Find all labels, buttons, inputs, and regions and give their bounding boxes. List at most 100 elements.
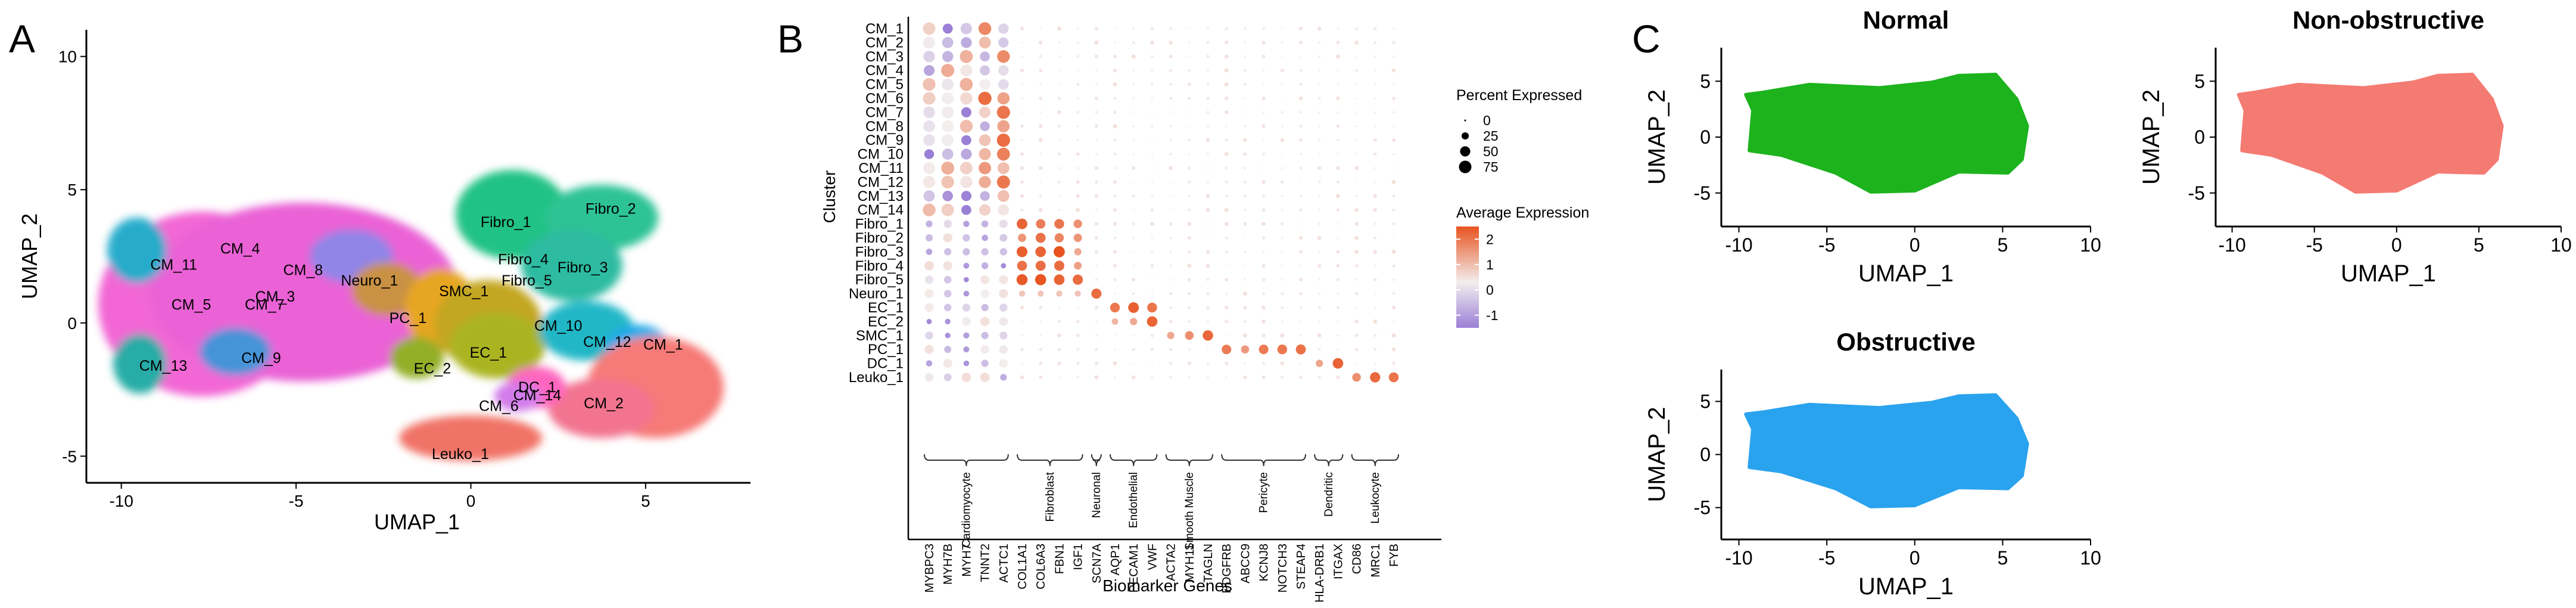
dot-cm-14-notch3 [1281, 209, 1284, 211]
dot-cm-12-myh7b [941, 175, 954, 189]
dot-cm-8-col1a1 [1020, 124, 1024, 128]
dot-cm-4-notch3 [1280, 69, 1284, 73]
facet-xtick-label: 0 [1910, 547, 1920, 569]
dot-leuko-1-aqp1 [1114, 376, 1116, 379]
dot-fibro-5-fyb [1392, 278, 1396, 281]
dot-fibro-2-kcnj8 [1261, 236, 1266, 240]
dot-cm-4-abcc9 [1243, 69, 1247, 72]
dot-neuro-1-aqp1 [1114, 293, 1116, 295]
dot-cm-9-myh11 [1188, 138, 1191, 142]
dot-fibro-1-pdgfrb [1224, 222, 1229, 227]
dot-cm-7-pdgfrb [1225, 110, 1229, 114]
facet-ytick-label: 5 [1700, 70, 1711, 92]
gene-label-cd86: CD86 [1351, 544, 1364, 574]
cluster-label-cm-2: CM_2 [865, 35, 904, 51]
dot-cm-1-aqp1 [1114, 27, 1116, 30]
dot-leuko-1-fyb [1388, 372, 1399, 383]
dot-cm-7-cd86 [1356, 111, 1357, 113]
dot-cm-6-vwf [1151, 97, 1154, 100]
dot-fibro-2-mybpc3 [925, 234, 933, 242]
size-legend-dot [1464, 119, 1466, 122]
dot-cm-1-mybpc3 [923, 22, 936, 35]
cluster-label-cm-5: CM_5 [865, 77, 904, 93]
facet-xtick-label: 5 [1997, 234, 2008, 256]
dot-leuko-1-fbn1 [1058, 376, 1060, 379]
group-bracket-leukocyte [1351, 454, 1399, 467]
gene-label-tnnt2: TNNT2 [979, 544, 992, 582]
dot-cm-13-igf1 [1076, 194, 1080, 198]
dot-cm-3-steap4 [1300, 55, 1302, 58]
dot-ec-1-scn7a [1094, 306, 1098, 309]
facet-ytick-label: 5 [2194, 70, 2205, 92]
dot-cm-3-myh7 [960, 49, 973, 63]
dot-cm-4-fyb [1391, 68, 1396, 73]
dot-cm-11-pecam1 [1132, 166, 1136, 170]
dot-cm-11-col1a1 [1020, 166, 1024, 170]
dot-pc-1-acta2 [1169, 348, 1173, 351]
dot-fibro-3-steap4 [1298, 250, 1303, 254]
dot-cm-8-itgax [1336, 124, 1340, 128]
dot-neuro-1-abcc9 [1243, 291, 1247, 296]
dot-smc-1-fyb [1391, 333, 1396, 338]
dot-fibro-3-fyb [1391, 250, 1396, 254]
dot-neuro-1-tagln [1206, 291, 1210, 296]
dot-cm-13-pecam1 [1132, 194, 1135, 198]
dot-fibro-4-hla-drb1 [1317, 263, 1322, 268]
dot-dc-1-itgax [1332, 358, 1344, 369]
dot-cm-4-myh7b [941, 64, 955, 77]
dot-cm-10-pdgfrb [1224, 152, 1229, 156]
dot-fibro-3-vwf [1151, 250, 1154, 253]
dot-leuko-1-abcc9 [1243, 375, 1247, 380]
dot-ec-1-mrc1 [1374, 306, 1376, 309]
facet-xtick-label: -10 [2218, 234, 2245, 256]
dot-dc-1-fbn1 [1057, 361, 1061, 365]
dot-ec-2-pdgfrb [1225, 319, 1229, 324]
dot-cm-12-tagln [1206, 181, 1210, 184]
dot-cm-9-itgax [1337, 138, 1340, 142]
dot-cm-7-itgax [1337, 111, 1339, 113]
facet-xtick-label: -10 [1725, 547, 1752, 569]
umap-label-cm-2: CM_2 [584, 395, 624, 412]
cluster-label-smc-1: SMC_1 [856, 328, 904, 344]
panel-a-tick-labels: -10 -5 0 5 -5 0 5 10 [58, 48, 650, 510]
dot-cm-4-actc1 [998, 65, 1009, 76]
dot-cm-14-igf1 [1076, 207, 1080, 212]
dot-fibro-3-scn7a [1094, 250, 1098, 254]
cluster-label-cm-10: CM_10 [858, 147, 904, 163]
dot-fibro-3-hla-drb1 [1319, 251, 1320, 253]
dot-cm-5-igf1 [1076, 82, 1080, 86]
dot-cm-11-mybpc3 [923, 162, 936, 175]
dot-dc-1-myh7 [963, 360, 970, 367]
gene-label-abcc9: ABCC9 [1239, 544, 1252, 584]
dot-leuko-1-itgax [1336, 376, 1340, 379]
dot-leuko-1-notch3 [1281, 376, 1284, 379]
dot-cm-9-fyb [1391, 138, 1396, 142]
dot-leuko-1-tagln [1207, 376, 1209, 379]
dot-fibro-3-acta2 [1170, 250, 1172, 253]
dot-cm-6-mrc1 [1374, 97, 1376, 100]
umap-label-dc-1: DC_1 [518, 379, 556, 396]
dot-neuro-1-steap4 [1299, 291, 1303, 296]
dot-cm-3-tnnt2 [980, 51, 990, 62]
dot-dc-1-fyb [1392, 361, 1396, 365]
dot-cm-10-igf1 [1076, 152, 1080, 156]
dot-cm-4-mybpc3 [923, 65, 935, 76]
dot-cm-3-col1a1 [1021, 55, 1023, 58]
dot-fibro-4-col1a1 [1017, 260, 1027, 271]
dot-pc-1-col6a3 [1039, 348, 1042, 351]
umap-label-fibro-2: Fibro_2 [585, 200, 636, 217]
panel-b-xlabel: Biomarker Genes [1102, 576, 1232, 595]
cluster-label-leuko-1: Leuko_1 [849, 370, 904, 386]
gene-label-fyb: FYB [1388, 544, 1401, 567]
dot-leuko-1-myh7b [943, 373, 952, 381]
dot-cm-11-aqp1 [1113, 166, 1117, 170]
dot-fibro-4-steap4 [1300, 265, 1302, 267]
dot-fibro-2-fyb [1393, 237, 1395, 239]
dot-smc-1-kcnj8 [1261, 333, 1266, 337]
dot-fibro-1-pecam1 [1132, 222, 1135, 226]
dot-cm-13-vwf [1151, 195, 1153, 197]
group-label-endothelial: Endothelial [1127, 472, 1140, 528]
umap-label-ec-1: EC_1 [470, 345, 507, 361]
cluster-label-ec-2: EC_2 [868, 314, 904, 330]
dot-fibro-1-fyb [1392, 222, 1396, 226]
